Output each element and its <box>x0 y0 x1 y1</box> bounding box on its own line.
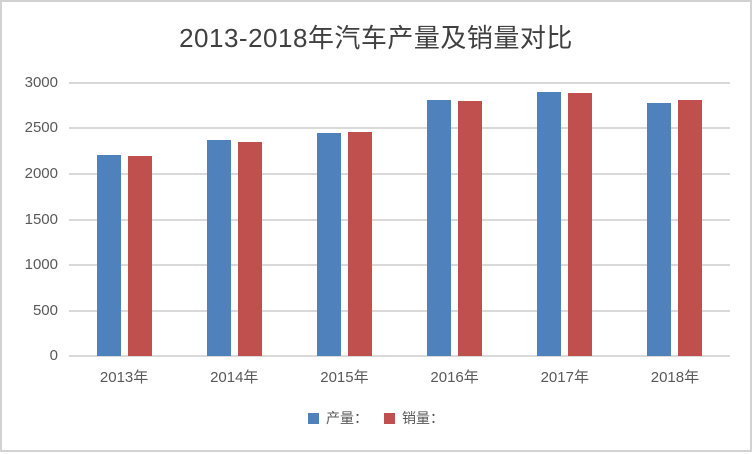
y-tick-label-2000: 2000 <box>24 165 58 182</box>
y-tick-label-2500: 2500 <box>24 119 58 136</box>
gridline-1000 <box>69 264 730 266</box>
gridline-1500 <box>69 219 730 221</box>
gridline-2500 <box>69 127 730 129</box>
bar-group-2014 <box>179 83 289 356</box>
y-tick-label-0: 0 <box>49 347 58 364</box>
bar-group-2013 <box>69 83 179 356</box>
bar-production-2017 <box>537 92 562 356</box>
x-axis: 2013年 2014年 2015年 2016年 2017年 2018年 <box>69 366 730 387</box>
bar-production-2013 <box>96 155 121 356</box>
legend-swatch-production <box>308 412 319 424</box>
y-axis: 0 500 1000 1500 2000 2500 3000 <box>2 2 58 454</box>
bar-groups <box>69 83 730 356</box>
bar-group-2015 <box>289 83 399 356</box>
bar-group-2016 <box>400 83 510 356</box>
x-tick-label-2017: 2017年 <box>540 369 589 386</box>
y-tick-label-1500: 1500 <box>24 211 58 228</box>
x-tick-label-2016: 2016年 <box>430 369 479 386</box>
legend: 产量： 销量： <box>2 408 750 428</box>
gridline-0 <box>69 355 730 357</box>
x-tick-label-2018: 2018年 <box>650 369 700 386</box>
bar-production-2018 <box>647 103 672 356</box>
legend-swatch-sales <box>384 412 395 424</box>
gridline-3000 <box>69 82 730 84</box>
x-tick-label-2014: 2014年 <box>210 369 259 386</box>
x-tick-label-2013: 2013年 <box>99 369 149 386</box>
gridline-500 <box>69 310 730 312</box>
bar-sales-2014 <box>237 142 262 356</box>
bar-production-2015 <box>316 133 341 356</box>
x-tick-label-2015: 2015年 <box>320 369 369 386</box>
bar-group-2017 <box>510 83 620 356</box>
bar-sales-2015 <box>347 132 372 356</box>
bar-production-2014 <box>206 140 231 356</box>
y-tick-label-500: 500 <box>32 302 58 319</box>
legend-item-sales: 销量： <box>384 408 444 428</box>
bar-sales-2018 <box>678 100 703 356</box>
chart-title: 2013-2018年汽车产量及销量对比 <box>179 23 573 53</box>
y-tick-label-3000: 3000 <box>24 74 58 91</box>
bar-group-2018 <box>620 83 730 356</box>
legend-label-production: 产量： <box>326 410 368 426</box>
gridline-2000 <box>69 173 730 175</box>
bar-sales-2016 <box>458 101 483 356</box>
y-tick-label-1000: 1000 <box>24 256 58 273</box>
bar-sales-2013 <box>127 156 152 356</box>
legend-item-production: 产量： <box>308 408 368 428</box>
bar-sales-2017 <box>568 93 593 356</box>
plot-area <box>69 82 730 357</box>
legend-label-sales: 销量： <box>402 410 444 426</box>
bar-production-2016 <box>427 100 452 356</box>
